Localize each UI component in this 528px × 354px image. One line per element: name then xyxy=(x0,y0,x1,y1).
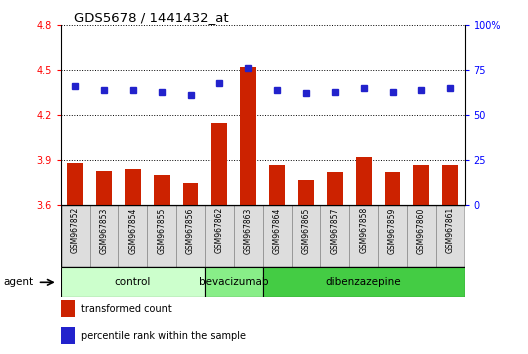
Bar xyxy=(349,205,378,267)
Bar xyxy=(212,122,228,205)
Bar xyxy=(378,205,407,267)
Text: GSM967862: GSM967862 xyxy=(215,207,224,253)
Bar xyxy=(118,205,147,267)
Bar xyxy=(90,205,118,267)
Bar xyxy=(263,267,465,297)
Text: GSM967861: GSM967861 xyxy=(446,207,455,253)
Bar xyxy=(240,67,256,205)
Text: GSM967863: GSM967863 xyxy=(244,207,253,253)
Bar xyxy=(442,165,458,205)
Bar xyxy=(262,205,291,267)
Bar xyxy=(61,267,205,297)
Bar xyxy=(96,171,112,205)
Text: percentile rank within the sample: percentile rank within the sample xyxy=(81,331,246,341)
Bar xyxy=(61,300,75,317)
Bar xyxy=(61,327,75,344)
Bar xyxy=(176,205,205,267)
Bar xyxy=(205,205,234,267)
Text: GSM967856: GSM967856 xyxy=(186,207,195,253)
Text: agent: agent xyxy=(3,277,33,287)
Text: GSM967854: GSM967854 xyxy=(128,207,137,253)
Text: GSM967859: GSM967859 xyxy=(388,207,397,253)
Bar xyxy=(384,172,400,205)
Bar xyxy=(269,165,285,205)
Bar xyxy=(413,165,429,205)
Bar xyxy=(407,205,436,267)
Text: GSM967857: GSM967857 xyxy=(331,207,340,253)
Text: GSM967858: GSM967858 xyxy=(359,207,368,253)
Bar xyxy=(61,205,90,267)
Text: GDS5678 / 1441432_at: GDS5678 / 1441432_at xyxy=(74,11,229,24)
Bar xyxy=(356,157,372,205)
Text: GSM967860: GSM967860 xyxy=(417,207,426,253)
Bar xyxy=(205,267,262,297)
Bar xyxy=(154,175,169,205)
Bar xyxy=(125,169,141,205)
Bar xyxy=(147,205,176,267)
Bar xyxy=(234,205,263,267)
Text: transformed count: transformed count xyxy=(81,304,172,314)
Text: GSM967864: GSM967864 xyxy=(272,207,281,253)
Text: bevacizumab: bevacizumab xyxy=(199,277,269,287)
Bar xyxy=(67,163,83,205)
Text: GSM967855: GSM967855 xyxy=(157,207,166,253)
Text: dibenzazepine: dibenzazepine xyxy=(326,277,401,287)
Text: GSM967853: GSM967853 xyxy=(99,207,108,253)
Bar xyxy=(291,205,320,267)
Bar xyxy=(183,183,199,205)
Text: GSM967865: GSM967865 xyxy=(301,207,310,253)
Text: control: control xyxy=(115,277,151,287)
Text: GSM967852: GSM967852 xyxy=(71,207,80,253)
Bar xyxy=(327,172,343,205)
Bar xyxy=(320,205,349,267)
Bar xyxy=(436,205,465,267)
Bar xyxy=(298,180,314,205)
